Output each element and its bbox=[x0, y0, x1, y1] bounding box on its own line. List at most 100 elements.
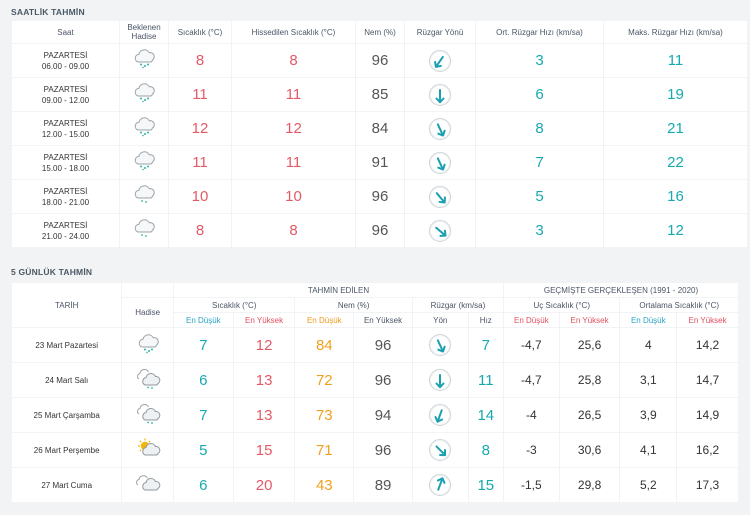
wind-speed-value: 7 bbox=[468, 328, 504, 362]
temp-value: 11 bbox=[169, 146, 231, 179]
wind-arrow-icon bbox=[429, 404, 452, 426]
weather-cell bbox=[122, 328, 173, 362]
hum-max-value: 89 bbox=[354, 468, 412, 502]
rain-clouds-icon bbox=[134, 403, 162, 428]
col-temp: Sıcaklık (°C) bbox=[173, 298, 295, 312]
hourly-row: PAZARTESİ 12.00 - 15.00 12 12 84 8 21 bbox=[12, 112, 747, 145]
temp-max-value: 12 bbox=[233, 328, 295, 362]
avg-min-value: 5,2 bbox=[620, 468, 677, 502]
wind-avg-value: 3 bbox=[476, 214, 603, 247]
sub-temp-min: En Düşük bbox=[173, 313, 233, 327]
sub-avg-max: En Yüksek bbox=[677, 313, 738, 327]
wind-max-value: 22 bbox=[604, 146, 747, 179]
col-event: Hadise bbox=[122, 298, 173, 327]
humidity-value: 91 bbox=[356, 146, 404, 179]
daily-row: 27 Mart Cuma 6 20 43 89 15 -1,5 29,8 5,2 17,3 bbox=[12, 468, 738, 502]
wind-dir-cell bbox=[405, 180, 475, 213]
temp-value: 8 bbox=[169, 214, 231, 247]
ext-max-value: 29,8 bbox=[559, 468, 620, 502]
ext-min-value: -4,7 bbox=[504, 328, 559, 362]
time-range: 09.00 - 12.00 bbox=[41, 95, 90, 105]
sub-wind-speed: Hız bbox=[468, 313, 504, 327]
wind-arrow-icon bbox=[429, 219, 451, 242]
col-extreme: Uç Sıcaklık (°C) bbox=[504, 298, 620, 312]
avg-max-value: 14,7 bbox=[677, 363, 738, 397]
cloud-icon bbox=[130, 185, 158, 209]
hum-max-value: 96 bbox=[354, 328, 412, 362]
humidity-value: 96 bbox=[356, 44, 404, 77]
feels-value: 12 bbox=[232, 112, 355, 145]
temp-value: 11 bbox=[169, 78, 231, 111]
wind-arrow-icon bbox=[429, 439, 452, 461]
daily-row: 26 Mart Perşembe 5 15 71 96 8 -3 30,6 4,1 16,2 bbox=[12, 433, 738, 467]
col-humidity: Nem (%) bbox=[295, 298, 412, 312]
day-label: PAZARTESİ bbox=[43, 118, 88, 128]
rain-cloud-icon bbox=[130, 151, 158, 175]
ext-min-value: -1,5 bbox=[504, 468, 559, 502]
wind-max-value: 19 bbox=[604, 78, 747, 111]
avg-max-value: 17,3 bbox=[677, 468, 738, 502]
feels-value: 11 bbox=[232, 78, 355, 111]
ext-min-value: -3 bbox=[504, 433, 559, 467]
hourly-row: PAZARTESİ 09.00 - 12.00 11 11 85 6 19 bbox=[12, 78, 747, 111]
sub-ext-min: En Düşük bbox=[504, 313, 559, 327]
wind-dir-cell bbox=[405, 44, 475, 77]
hourly-title: SAATLİK TAHMİN bbox=[11, 7, 85, 17]
sub-temp-max: En Yüksek bbox=[233, 313, 295, 327]
date-label: 23 Mart Pazartesi bbox=[12, 328, 122, 362]
daily-table: TARİH TAHMİN EDİLEN GEÇMİŞTE GERÇEKLEŞEN… bbox=[11, 282, 739, 503]
ext-max-value: 25,6 bbox=[559, 328, 620, 362]
temp-min-value: 6 bbox=[173, 468, 233, 502]
humidity-value: 84 bbox=[356, 112, 404, 145]
feels-value: 11 bbox=[232, 146, 355, 179]
temp-value: 8 bbox=[169, 44, 231, 77]
temp-max-value: 20 bbox=[233, 468, 295, 502]
feels-value: 10 bbox=[232, 180, 355, 213]
temp-min-value: 5 bbox=[173, 433, 233, 467]
weather-cell bbox=[120, 180, 168, 213]
time-range: 06.00 - 09.00 bbox=[41, 61, 90, 71]
col-humidity: Nem (%) bbox=[356, 21, 404, 43]
daily-row: 25 Mart Çarşamba 7 13 73 94 14 -4 26,5 3,9 14,9 bbox=[12, 398, 738, 432]
col-wind: Rüzgar (km/sa) bbox=[412, 298, 504, 312]
wind-max-value: 11 bbox=[604, 44, 747, 77]
day-label: PAZARTESİ bbox=[43, 186, 88, 196]
weather-cell bbox=[120, 146, 168, 179]
wind-arrow-icon bbox=[429, 49, 451, 72]
hum-min-value: 72 bbox=[295, 363, 354, 397]
hum-min-value: 84 bbox=[295, 328, 354, 362]
hourly-time-cell: PAZARTESİ 12.00 - 15.00 bbox=[12, 112, 119, 145]
col-avg: Ortalama Sıcaklık (°C) bbox=[620, 298, 738, 312]
wind-speed-value: 8 bbox=[468, 433, 504, 467]
col-wind-max: Maks. Rüzgar Hızı (km/sa) bbox=[604, 21, 747, 43]
hum-max-value: 94 bbox=[354, 398, 412, 432]
wind-speed-value: 14 bbox=[468, 398, 504, 432]
temp-max-value: 13 bbox=[233, 363, 295, 397]
avg-max-value: 16,2 bbox=[677, 433, 738, 467]
hourly-time-cell: PAZARTESİ 06.00 - 09.00 bbox=[12, 44, 119, 77]
weather-cell bbox=[122, 468, 173, 502]
weather-cell bbox=[120, 214, 168, 247]
hourly-row: PAZARTESİ 06.00 - 09.00 8 8 96 3 11 bbox=[12, 44, 747, 77]
rain-cloud-icon bbox=[134, 333, 162, 358]
wind-arrow-icon bbox=[429, 151, 451, 174]
cloud-icon bbox=[130, 219, 158, 243]
wind-arrow-icon bbox=[429, 83, 451, 106]
hourly-row: PAZARTESİ 15.00 - 18.00 11 11 91 7 22 bbox=[12, 146, 747, 179]
header-past: GEÇMİŞTE GERÇEKLEŞEN (1991 - 2020) bbox=[504, 283, 738, 297]
avg-min-value: 4,1 bbox=[620, 433, 677, 467]
ext-min-value: -4 bbox=[504, 398, 559, 432]
wind-avg-value: 8 bbox=[476, 112, 603, 145]
day-label: PAZARTESİ bbox=[43, 84, 88, 94]
weather-cell bbox=[120, 78, 168, 111]
col-event: Beklenen Hadise bbox=[120, 21, 168, 43]
wind-arrow-icon bbox=[429, 185, 451, 208]
wind-avg-value: 3 bbox=[476, 44, 603, 77]
rain-cloud-icon bbox=[130, 117, 158, 141]
time-range: 12.00 - 15.00 bbox=[41, 129, 90, 139]
sub-avg-min: En Düşük bbox=[620, 313, 677, 327]
avg-max-value: 14,2 bbox=[677, 328, 738, 362]
col-temp: Sıcaklık (°C) bbox=[169, 21, 231, 43]
header-blank bbox=[122, 283, 173, 297]
col-wind-dir: Rüzgar Yönü bbox=[405, 21, 475, 43]
